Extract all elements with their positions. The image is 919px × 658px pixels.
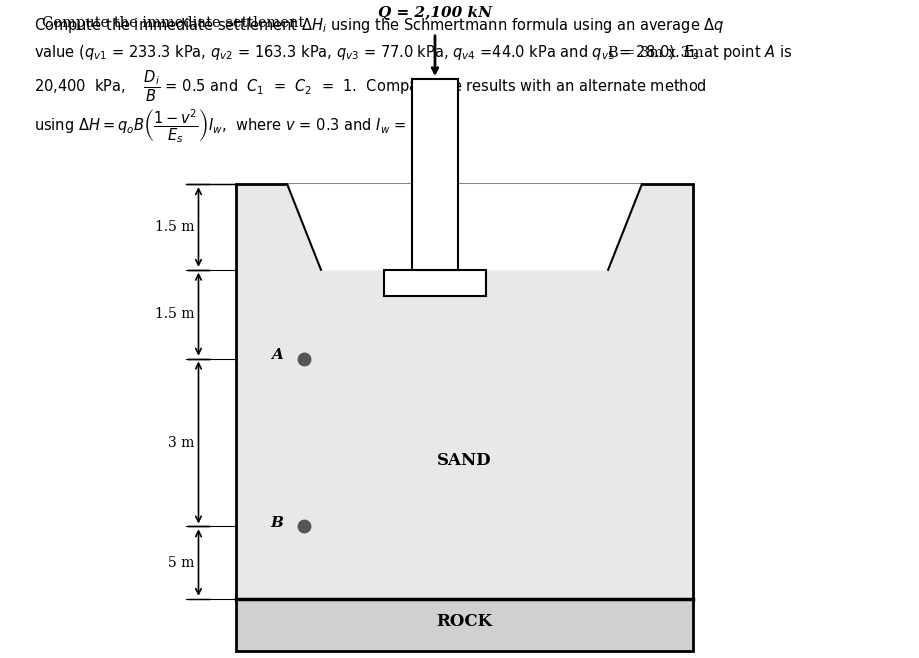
Polygon shape: [287, 184, 641, 270]
Text: using $\Delta H = q_o B\left(\dfrac{1-v^2}{E_s}\right)I_w$,  where $v$ = 0.3 and: using $\Delta H = q_o B\left(\dfrac{1-v^…: [34, 107, 448, 145]
FancyBboxPatch shape: [236, 599, 693, 651]
Text: B: B: [270, 516, 283, 530]
Text: 20,400  kPa,    $\dfrac{D_i}{B}$ = 0.5 and  $C_1$  =  $C_2$  =  1.  Compare the : 20,400 kPa, $\dfrac{D_i}{B}$ = 0.5 and $…: [34, 69, 707, 105]
FancyBboxPatch shape: [413, 79, 458, 270]
Text: B = 3m x 3m: B = 3m x 3m: [608, 45, 704, 60]
Text: Q = 2,100 kN: Q = 2,100 kN: [378, 6, 492, 20]
Text: 1.5 m: 1.5 m: [154, 307, 194, 321]
Text: Compute the immediate settlement: Compute the immediate settlement: [42, 16, 309, 30]
Text: 5 m: 5 m: [168, 555, 194, 570]
Text: value ($q_{v1}$ = 233.3 kPa, $q_{v2}$ = 163.3 kPa, $q_{v3}$ = 77.0 kPa, $q_{v4}$: value ($q_{v1}$ = 233.3 kPa, $q_{v2}$ = …: [34, 43, 792, 62]
FancyBboxPatch shape: [384, 270, 485, 296]
Text: ROCK: ROCK: [437, 613, 493, 630]
FancyBboxPatch shape: [236, 184, 693, 599]
Text: Compute the immediate settlement $\Delta H_i$ using the Schmertmann formula usin: Compute the immediate settlement $\Delta…: [34, 16, 724, 36]
Text: A: A: [271, 348, 283, 363]
Text: 3 m: 3 m: [168, 436, 194, 449]
Text: 1.5 m: 1.5 m: [154, 220, 194, 234]
Text: SAND: SAND: [437, 452, 492, 469]
